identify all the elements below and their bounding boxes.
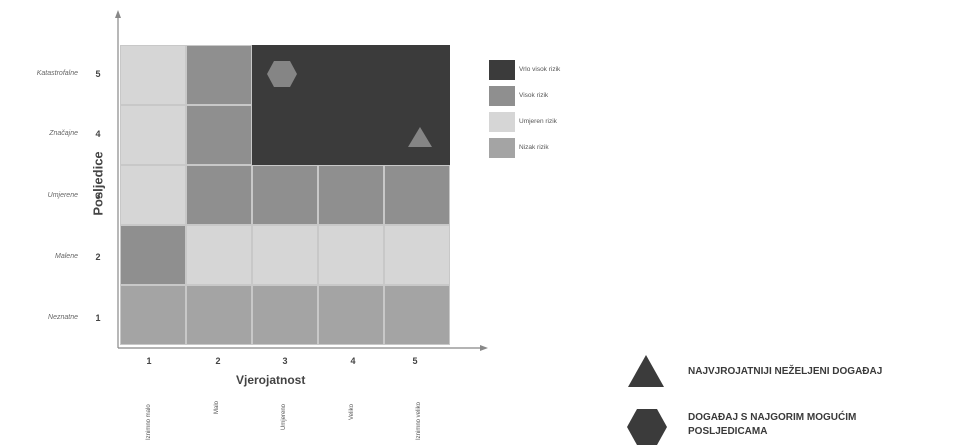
y-level-num-2: 2	[95, 252, 101, 262]
matrix-cell	[384, 285, 450, 345]
x-level-name-1: Iznimno malo	[146, 404, 152, 440]
hexagon-marker	[267, 61, 297, 87]
y-level-name-5: Katastrofalne	[36, 70, 78, 77]
matrix-cell	[186, 105, 252, 165]
legend-triangle-label: NAJVJROJATNIJI NEŽELJENI DOGAĐAJ	[688, 366, 883, 377]
x-level-num-4: 4	[350, 356, 356, 366]
y-axis-title: Posljedice	[90, 151, 106, 216]
matrix-cell	[186, 165, 252, 225]
y-level-num-4: 4	[95, 129, 101, 139]
legend-hexagon-label-line1: DOGAĐAJ S NAJGORIM MOGUĆIM	[688, 412, 857, 423]
legend-label-very-high: Vrlo visok rizik	[519, 66, 561, 73]
legend-label-low: Nizak rizik	[519, 144, 549, 151]
matrix-cell	[318, 225, 384, 285]
legend-swatch-low	[489, 138, 515, 158]
matrix-cell	[120, 45, 186, 105]
x-axis-title: Vjerojatnost	[236, 373, 306, 387]
matrix-cell	[252, 285, 318, 345]
y-level-name-3: Umjerene	[47, 192, 78, 199]
matrix-cell	[120, 285, 186, 345]
matrix-cell	[384, 225, 450, 285]
legend-label-moderate: Umjeren rizik	[519, 118, 557, 125]
x-level-num-5: 5	[412, 356, 418, 366]
triangle-shape	[408, 127, 432, 147]
legend-swatch-very-high	[489, 60, 515, 80]
x-level-name-2: Malo	[214, 400, 220, 414]
matrix-cell	[186, 45, 252, 105]
y-level-num-1: 1	[95, 313, 101, 323]
y-level-num-3: 3	[95, 191, 101, 201]
matrix-cell	[318, 285, 384, 345]
x-level-name-3: Umjereno	[281, 403, 287, 430]
matrix-cell	[120, 105, 186, 165]
y-axis-arrow	[115, 10, 121, 18]
y-level-name-2: Malene	[55, 253, 78, 260]
matrix-cell	[252, 225, 318, 285]
legend-hexagon-label-line2: POSLJEDICAMA	[688, 426, 768, 437]
y-level-num-5: 5	[95, 69, 101, 79]
x-level-name-4: Veliko	[349, 403, 355, 420]
matrix-cell	[384, 165, 450, 225]
matrix-cell	[186, 225, 252, 285]
triangle-marker	[408, 127, 432, 147]
matrix-cell	[120, 165, 186, 225]
matrix-cell	[120, 225, 186, 285]
x-level-name-5: Iznimno veliko	[416, 401, 422, 440]
matrix-cell	[318, 165, 384, 225]
hexagon-shape	[267, 61, 297, 87]
legend-hexagon-icon	[627, 409, 667, 445]
legend-swatch-moderate	[489, 112, 515, 132]
legend-swatch-high	[489, 86, 515, 106]
legend-label-high: Visok rizik	[519, 92, 549, 99]
y-level-name-1: Neznatne	[48, 314, 78, 321]
x-level-num-1: 1	[146, 356, 152, 366]
legend-triangle-icon	[628, 355, 664, 387]
x-level-num-2: 2	[215, 356, 221, 366]
matrix-cell	[252, 165, 318, 225]
y-level-name-4: Značajne	[49, 130, 78, 137]
x-level-num-3: 3	[282, 356, 288, 366]
x-axis-arrow	[480, 345, 488, 351]
matrix-cell	[186, 285, 252, 345]
